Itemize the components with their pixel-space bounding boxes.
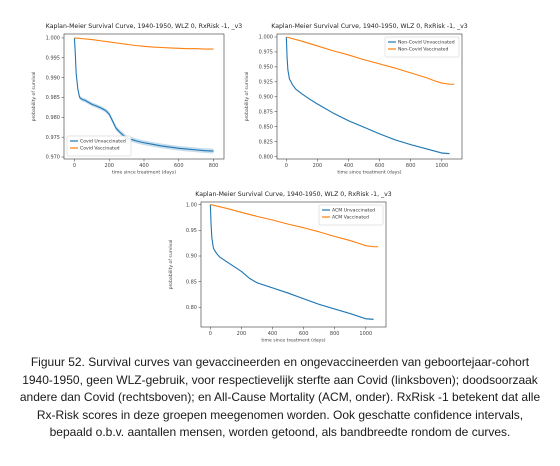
chart-title: Kaplan-Meier Survival Curve, 1940-1950, …: [46, 23, 243, 30]
legend-label: Non-Covid Vaccinated: [398, 47, 448, 53]
y-tick-label: 1.00: [186, 202, 197, 208]
legend-label: ACM Vaccinated: [332, 215, 369, 221]
y-tick-label: 0.800: [259, 154, 273, 160]
y-tick-label: 0.980: [46, 115, 60, 121]
y-tick-label: 0.975: [259, 50, 273, 56]
chart-title: Kaplan-Meier Survival Curve, 1940-1950, …: [195, 191, 392, 198]
x-tick-label: 0: [73, 163, 76, 169]
x-axis-label: time since treatment (days): [261, 338, 325, 344]
legend-box: [384, 36, 460, 58]
y-tick-label: 0.825: [259, 139, 273, 145]
series-line-0: [209, 204, 374, 320]
y-tick-label: 0.900: [259, 94, 273, 100]
legend-label: Covid Unvaccinated: [80, 139, 126, 145]
x-tick-label: 400: [268, 331, 278, 337]
x-axis-label: time since treatment (days): [337, 170, 401, 176]
y-tick-label: 0.995: [46, 56, 60, 62]
chart-title: Kaplan-Meier Survival Curve, 1940-1950, …: [271, 23, 468, 30]
y-tick-label: 0.95: [186, 228, 197, 234]
y-tick-label: 0.875: [259, 109, 273, 115]
y-tick-label: 0.850: [259, 124, 273, 130]
x-tick-label: 0: [209, 331, 212, 337]
x-tick-label: 400: [139, 163, 149, 169]
legend-box: [66, 135, 132, 157]
legend-label: Covid Vaccinated: [80, 146, 120, 152]
y-tick-label: 0.970: [46, 155, 60, 161]
x-tick-label: 800: [406, 163, 416, 169]
x-tick-label: 600: [174, 163, 184, 169]
y-tick-label: 0.985: [46, 95, 60, 101]
x-tick-label: 200: [237, 331, 247, 337]
x-tick-label: 400: [344, 163, 354, 169]
series-line-1: [286, 36, 455, 85]
x-tick-label: 600: [299, 331, 309, 337]
legend-label: Non-Covid Unvaccinated: [398, 40, 455, 46]
series-line-0: [285, 36, 450, 155]
x-axis-label: time since treatment (days): [112, 170, 176, 176]
y-tick-label: 1.000: [259, 35, 273, 41]
x-tick-label: 600: [375, 163, 385, 169]
y-tick-label: 0.80: [186, 305, 197, 311]
chart-all-cause-mortality: Kaplan-Meier Survival Curve, 1940-1950, …: [168, 191, 392, 344]
x-tick-label: 200: [313, 163, 323, 169]
y-tick-label: 0.990: [46, 75, 60, 81]
series-line-1: [74, 37, 214, 50]
y-tick-label: 0.975: [46, 135, 60, 141]
y-tick-label: 0.90: [186, 254, 197, 260]
x-tick-label: 800: [330, 331, 340, 337]
legend-label: ACM Unvaccinated: [332, 208, 375, 214]
chart-covid-mortality: Kaplan-Meier Survival Curve, 1940-1950, …: [31, 23, 243, 176]
y-axis-label: probability of survival: [31, 72, 37, 122]
x-tick-label: 200: [104, 163, 114, 169]
x-tick-label: 800: [209, 163, 219, 169]
y-axis-label: probability of survival: [244, 72, 250, 122]
y-tick-label: 1.000: [46, 36, 60, 42]
x-tick-label: 1000: [435, 163, 448, 169]
series-line-0: [73, 37, 214, 152]
y-tick-label: 0.950: [259, 65, 273, 71]
series-line-1: [210, 204, 379, 248]
y-axis-label: probability of survival: [168, 240, 174, 290]
x-tick-label: 0: [285, 163, 288, 169]
y-tick-label: 0.925: [259, 80, 273, 86]
figure-caption: Figuur 52. Survival curves van gevaccine…: [19, 355, 541, 439]
chart-non-covid-mortality: Kaplan-Meier Survival Curve, 1940-1950, …: [244, 23, 468, 176]
y-tick-label: 0.85: [186, 279, 197, 285]
x-tick-label: 1000: [359, 331, 372, 337]
legend-box: [318, 204, 384, 226]
